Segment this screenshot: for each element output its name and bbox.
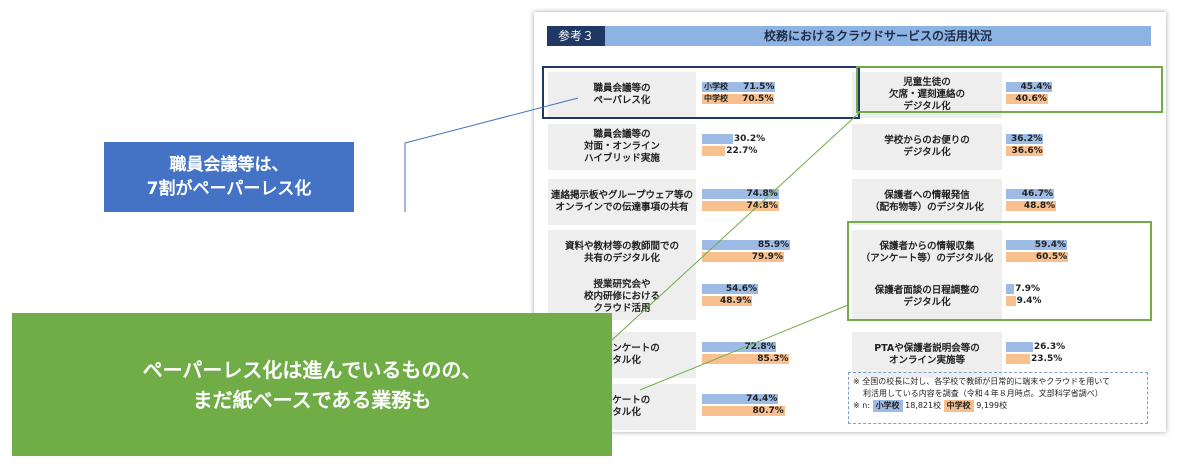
bar-elementary bbox=[1006, 284, 1015, 294]
bar-group: 54.6% 48.9% bbox=[702, 284, 812, 308]
note-junior-chip: 中学校 bbox=[943, 400, 974, 412]
chart-title: 校務におけるクラウドサービスの活用状況 bbox=[763, 29, 992, 43]
bar-value-label: 60.5% bbox=[1035, 252, 1068, 262]
bar-junior bbox=[1006, 146, 1044, 156]
row-label: 保護者への情報発信 （配布物等）のデジタル化 bbox=[852, 179, 1002, 225]
bar-value-label: 22.7% bbox=[726, 146, 758, 156]
bar-group: 45.4% 40.6% bbox=[1006, 82, 1116, 106]
callout-paper-based: ペーパーレス化は進んでいるものの、 まだ紙ベースである業務も bbox=[12, 313, 612, 456]
bar-group: 59.4% 60.5% bbox=[1006, 240, 1116, 264]
bar-value-label: 79.9% bbox=[751, 252, 783, 262]
row-label: 資料や教材等の教師間での 共有のデジタル化 bbox=[548, 230, 696, 276]
bar-value-label: 72.8% bbox=[744, 342, 776, 352]
bar-group: 36.2% 36.6% bbox=[1006, 134, 1116, 158]
bar-value-label: 85.3% bbox=[757, 354, 789, 364]
bar-group: 74.8% 74.8% bbox=[702, 189, 812, 213]
bar-elementary bbox=[1006, 134, 1044, 144]
bar-junior bbox=[702, 146, 726, 156]
row-label: 児童生徒の 欠席・遅刻連絡の デジタル化 bbox=[852, 72, 1002, 118]
row-label: 保護者面談の日程調整の デジタル化 bbox=[852, 274, 1002, 320]
bar-group: 26.3% 23.5% bbox=[1006, 342, 1116, 366]
bar-value-label: 48.8% bbox=[1023, 201, 1056, 211]
bar-value-label: 26.3% bbox=[1033, 342, 1066, 352]
bar-group: 72.8% 85.3% bbox=[702, 342, 812, 366]
legend-elementary: 小学校 bbox=[704, 82, 728, 91]
bar-elementary bbox=[702, 134, 733, 144]
row-label: 連絡掲示板やグループウェア等の オンラインでの伝達事項の共有 bbox=[548, 179, 696, 225]
bar-junior bbox=[1006, 296, 1016, 306]
note-line-2: 利活用している内容を調査（令和４年８月時点。文部科学省調べ） bbox=[863, 389, 1103, 398]
bar-value-label: 36.2% bbox=[1011, 134, 1043, 144]
note-elementary-n: 18,821校 bbox=[905, 401, 942, 410]
note-junior-n: 9,199校 bbox=[976, 401, 1008, 410]
row-label: 保護者からの情報収集 （アンケート等）のデジタル化 bbox=[852, 230, 1002, 276]
bar-value-label: 45.4% bbox=[1020, 82, 1052, 92]
bar-value-label: 70.5% bbox=[742, 94, 774, 104]
legend-junior: 中学校 bbox=[704, 94, 728, 103]
note-sample-size: ※ n: 小学校 18,821校 中学校 9,199校 bbox=[853, 400, 1143, 412]
bar-value-label: 74.8% bbox=[746, 189, 778, 199]
bar-group: 46.7% 48.8% bbox=[1006, 189, 1116, 213]
bar-value-label: 74.4% bbox=[746, 394, 778, 404]
bar-value-label: 48.9% bbox=[720, 296, 752, 306]
bar-group: 85.9% 79.9% bbox=[702, 240, 812, 264]
chart-slide: 参考３ 校務におけるクラウドサービスの活用状況 職員会議等の ペーパレス化 71.… bbox=[534, 12, 1166, 432]
slide-header: 参考３ 校務におけるクラウドサービスの活用状況 bbox=[547, 26, 1151, 46]
bar-group: 7.9% 9.4% bbox=[1006, 284, 1116, 308]
bar-value-label: 71.5% bbox=[743, 82, 775, 92]
row-label: 学校からのお便りの デジタル化 bbox=[852, 124, 1002, 170]
row-label: 職員会議等の ペーパレス化 bbox=[548, 72, 696, 118]
bar-value-label: 40.6% bbox=[1015, 94, 1047, 104]
bar-value-label: 46.7% bbox=[1021, 189, 1053, 199]
bar-value-label: 54.6% bbox=[725, 284, 758, 294]
bar-value-label: 74.8% bbox=[746, 201, 778, 211]
bar-value-label: 36.6% bbox=[1011, 146, 1043, 156]
note-elementary-chip: 小学校 bbox=[872, 400, 903, 412]
bar-value-label: 30.2% bbox=[733, 134, 766, 144]
bar-group: 71.5% 70.5% 小学校中学校 bbox=[702, 82, 812, 106]
bar-junior bbox=[1006, 201, 1056, 211]
row-label: PTAや保護者説明会等の オンライン実施等 bbox=[852, 332, 1002, 378]
bar-elementary bbox=[1006, 189, 1054, 199]
bar-value-label: 80.7% bbox=[752, 406, 784, 416]
bar-junior bbox=[1006, 354, 1031, 364]
bar-group: 30.2% 22.7% bbox=[702, 134, 812, 158]
bar-elementary bbox=[702, 394, 779, 404]
callout-paperless: 職員会議等は、 7割がペーパーレス化 bbox=[104, 142, 354, 212]
note-line-1: ※ 全国の校長に対し、各学校で教師が日常的に端末やクラウドを用いて bbox=[853, 377, 1111, 386]
reference-tag: 参考３ bbox=[547, 26, 605, 46]
survey-note: ※ 全国の校長に対し、各学校で教師が日常的に端末やクラウドを用いて 利活用してい… bbox=[848, 372, 1148, 424]
bar-elementary bbox=[1006, 342, 1033, 352]
bar-value-label: 59.4% bbox=[1034, 240, 1066, 250]
bar-value-label: 9.4% bbox=[1016, 296, 1042, 306]
bar-value-label: 23.5% bbox=[1031, 354, 1063, 364]
note-n-prefix: ※ n: bbox=[853, 401, 871, 410]
bar-value-label: 85.9% bbox=[757, 240, 790, 250]
row-label: 職員会議等の 対面・オンライン ハイブリッド実施 bbox=[548, 124, 696, 170]
bar-value-label: 7.9% bbox=[1015, 284, 1041, 294]
bar-junior bbox=[702, 406, 785, 416]
bar-group: 74.4% 80.7% bbox=[702, 394, 812, 418]
